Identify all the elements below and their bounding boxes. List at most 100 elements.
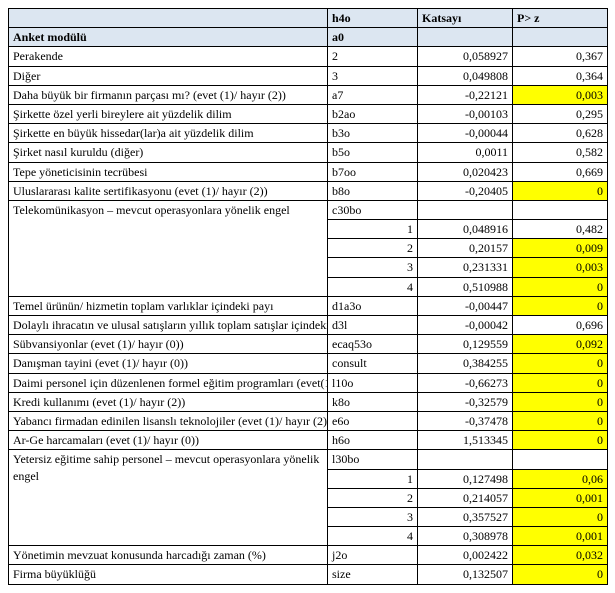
row-pz: 0,696: [513, 316, 608, 335]
sub-pz: 0,001: [513, 527, 608, 546]
table-row: Diğer30,0498080,364: [9, 66, 608, 85]
group-pz-empty: [513, 450, 608, 469]
table-row: Daimi personel için düzenlenen formel eğ…: [9, 373, 608, 392]
sub-katsayi: 0,357527: [418, 507, 513, 526]
table-row: Şirkette özel yerli bireylere ait yüzdel…: [9, 104, 608, 123]
row-pz: 0: [513, 181, 608, 200]
section-kat-empty: [418, 28, 513, 47]
row-h4o: 2: [328, 47, 418, 66]
row-katsayi: -0,32579: [418, 392, 513, 411]
regression-table: h4o Katsayı P> z Anket modülü a0 Peraken…: [8, 8, 608, 585]
sub-pz: 0,482: [513, 220, 608, 239]
header-katsayi: Katsayı: [418, 9, 513, 28]
row-pz: 0,295: [513, 104, 608, 123]
table-header-row: h4o Katsayı P> z: [9, 9, 608, 28]
sub-pz: 0,009: [513, 239, 608, 258]
sub-pz: 0: [513, 507, 608, 526]
header-h4o: h4o: [328, 9, 418, 28]
sub-h4o: 2: [328, 488, 418, 507]
table-row: Yönetimin mevzuat konusunda harcadığı za…: [9, 546, 608, 565]
row-label: Şirket nasıl kuruldu (diğer): [9, 143, 328, 162]
row-label: Daimi personel için düzenlenen formel eğ…: [9, 373, 328, 392]
section-row: Anket modülü a0: [9, 28, 608, 47]
row-h4o: b8o: [328, 181, 418, 200]
row-h4o: ecaq53o: [328, 335, 418, 354]
sub-katsayi: 0,127498: [418, 469, 513, 488]
row-katsayi: -0,00103: [418, 104, 513, 123]
row-label: Tepe yöneticisinin tecrübesi: [9, 162, 328, 181]
row-pz: 0: [513, 431, 608, 450]
row-pz: 0: [513, 296, 608, 315]
table-row: Yabancı firmadan edinilen lisanslı tekno…: [9, 411, 608, 430]
row-katsayi: -0,00447: [418, 296, 513, 315]
table-row: Dolaylı ihracatın ve ulusal satışların y…: [9, 316, 608, 335]
row-katsayi: -0,00042: [418, 316, 513, 335]
row-label: Şirkette özel yerli bireylere ait yüzdel…: [9, 104, 328, 123]
section-pz-empty: [513, 28, 608, 47]
table-row: Danışman tayini (evet (1)/ hayır (0))con…: [9, 354, 608, 373]
row-katsayi: 0,384255: [418, 354, 513, 373]
row-katsayi: 0,0011: [418, 143, 513, 162]
sub-h4o: 1: [328, 469, 418, 488]
group-h4o-code: l30bo: [328, 450, 418, 469]
row-label: Firma büyüklüğü: [9, 565, 328, 584]
sub-h4o: 3: [328, 507, 418, 526]
sub-h4o: 3: [328, 258, 418, 277]
sub-pz: 0: [513, 277, 608, 296]
table-row: Kredi kullanımı (evet (1)/ hayır (2))k8o…: [9, 392, 608, 411]
row-pz: 0,364: [513, 66, 608, 85]
table-row: Uluslararası kalite sertifikasyonu (evet…: [9, 181, 608, 200]
header-empty: [9, 9, 328, 28]
row-label: Dolaylı ihracatın ve ulusal satışların y…: [9, 316, 328, 335]
row-label: Diğer: [9, 66, 328, 85]
row-katsayi: -0,22121: [418, 85, 513, 104]
group-kat-empty: [418, 200, 513, 219]
section-label: Anket modülü: [9, 28, 328, 47]
row-h4o: l10o: [328, 373, 418, 392]
row-katsayi: 0,132507: [418, 565, 513, 584]
row-label: Temel ürünün/ hizmetin toplam varlıklar …: [9, 296, 328, 315]
table-row: Şirket nasıl kuruldu (diğer)b5o0,00110,5…: [9, 143, 608, 162]
group-h4o-code: c30bo: [328, 200, 418, 219]
row-pz: 0,367: [513, 47, 608, 66]
group-label: Yetersiz eğitime sahip personel – mevcut…: [9, 450, 328, 546]
row-pz: 0,032: [513, 546, 608, 565]
header-pz: P> z: [513, 9, 608, 28]
table-row: Firma büyüklüğüsize0,1325070: [9, 565, 608, 584]
table-row: Daha büyük bir firmanın parçası mı? (eve…: [9, 85, 608, 104]
row-pz: 0,628: [513, 124, 608, 143]
row-h4o: d3l: [328, 316, 418, 335]
row-h4o: b7oo: [328, 162, 418, 181]
row-pz: 0,669: [513, 162, 608, 181]
sub-katsayi: 0,231331: [418, 258, 513, 277]
group-top-row: Yetersiz eğitime sahip personel – mevcut…: [9, 450, 608, 469]
row-label: Kredi kullanımı (evet (1)/ hayır (2)): [9, 392, 328, 411]
group-label: Telekomünikasyon – mevcut operasyonlara …: [9, 200, 328, 296]
sub-pz: 0,001: [513, 488, 608, 507]
row-label: Daha büyük bir firmanın parçası mı? (eve…: [9, 85, 328, 104]
table-row: Ar-Ge harcamaları (evet (1)/ hayır (0))h…: [9, 431, 608, 450]
table-row: Sübvansiyonlar (evet (1)/ hayır (0))ecaq…: [9, 335, 608, 354]
row-katsayi: 0,058927: [418, 47, 513, 66]
row-pz: 0: [513, 565, 608, 584]
row-katsayi: -0,00044: [418, 124, 513, 143]
row-h4o: h6o: [328, 431, 418, 450]
table-row: Şirkette en büyük hissedar(lar)a ait yüz…: [9, 124, 608, 143]
sub-h4o: 2: [328, 239, 418, 258]
row-label: Sübvansiyonlar (evet (1)/ hayır (0)): [9, 335, 328, 354]
row-pz: 0: [513, 354, 608, 373]
row-label: Şirkette en büyük hissedar(lar)a ait yüz…: [9, 124, 328, 143]
row-katsayi: 1,513345: [418, 431, 513, 450]
sub-h4o: 4: [328, 277, 418, 296]
row-h4o: size: [328, 565, 418, 584]
row-pz: 0: [513, 373, 608, 392]
row-katsayi: 0,002422: [418, 546, 513, 565]
row-pz: 0: [513, 411, 608, 430]
row-h4o: consult: [328, 354, 418, 373]
table-row: Tepe yöneticisinin tecrübesib7oo0,020423…: [9, 162, 608, 181]
row-label: Yönetimin mevzuat konusunda harcadığı za…: [9, 546, 328, 565]
group-top-row: Telekomünikasyon – mevcut operasyonlara …: [9, 200, 608, 219]
sub-katsayi: 0,214057: [418, 488, 513, 507]
row-katsayi: -0,37478: [418, 411, 513, 430]
row-pz: 0: [513, 392, 608, 411]
